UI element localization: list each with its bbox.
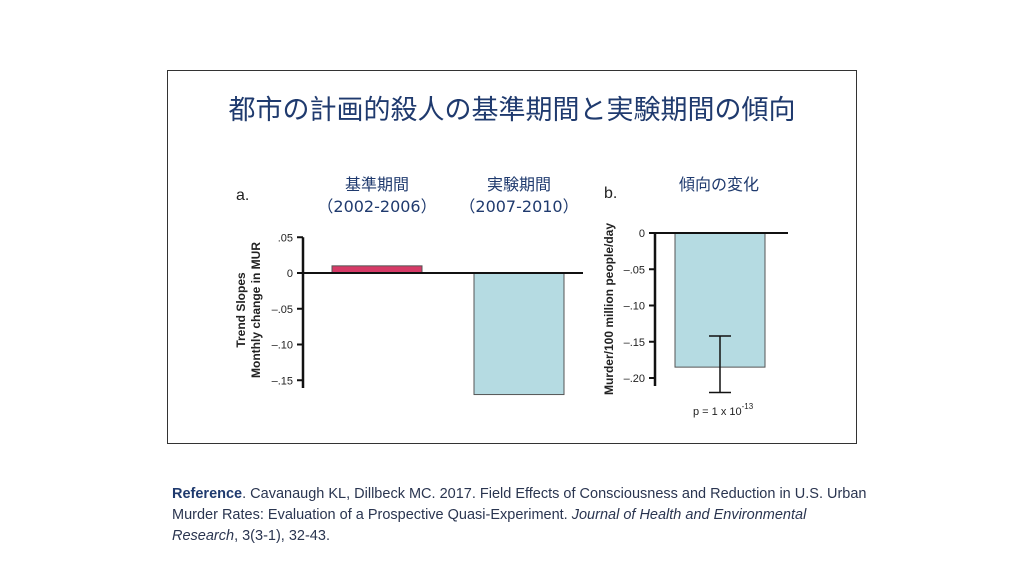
y-tick-label: –.20 (624, 373, 645, 385)
bar (473, 272, 565, 396)
p-value-annotation: p = 1 x 10-13 (693, 402, 754, 418)
y-axis-label-b: Murder/100 million people/day (602, 223, 616, 395)
category-label-a-0-line1: 基準期間 (345, 175, 409, 194)
y-tick-label: .05 (278, 232, 293, 244)
reference-label: Reference (172, 486, 243, 502)
y-tick-label: –.15 (624, 337, 645, 349)
y-tick-label: –.10 (272, 340, 293, 352)
reference-tail: , 3(3-1), 32-43. (234, 528, 330, 544)
panel-label-a: a. (236, 187, 249, 204)
y-tick-label: –.10 (624, 301, 645, 313)
reference-citation: Reference. Cavanaugh KL, Dillbeck MC. 20… (172, 484, 872, 547)
y-tick-label: –.15 (272, 375, 293, 387)
figure-frame (167, 70, 857, 444)
chart-a: a. 基準期間 （2002-2006） 実験期間 （2007-2010） Tre… (234, 175, 583, 396)
bar (331, 265, 423, 274)
y-tick-label: 0 (287, 268, 293, 280)
category-label-a-0-line2: （2002-2006） (317, 197, 436, 216)
chart-b: b. 傾向の変化 Murder/100 million people/day p… (602, 175, 788, 418)
reference-journal: Journal of Health and Environmental Rese… (172, 507, 807, 544)
y-tick-label: –.05 (624, 264, 645, 276)
category-label-b-0: 傾向の変化 (679, 175, 759, 194)
category-label-a-1-line2: （2007-2010） (459, 197, 578, 216)
page-title: 都市の計画的殺人の基準期間と実験期間の傾向 (228, 95, 796, 126)
panel-label-b: b. (604, 185, 617, 202)
reference-text: . Cavanaugh KL, Dillbeck MC. 2017. Field… (172, 486, 867, 523)
y-axis-label-a-line2: Monthly change in MUR (249, 242, 263, 378)
y-tick-label: 0 (639, 228, 645, 240)
y-axis-label-a-line1: Trend Slopes (234, 272, 248, 348)
category-label-a-1-line1: 実験期間 (487, 175, 551, 194)
y-tick-label: –.05 (272, 304, 293, 316)
